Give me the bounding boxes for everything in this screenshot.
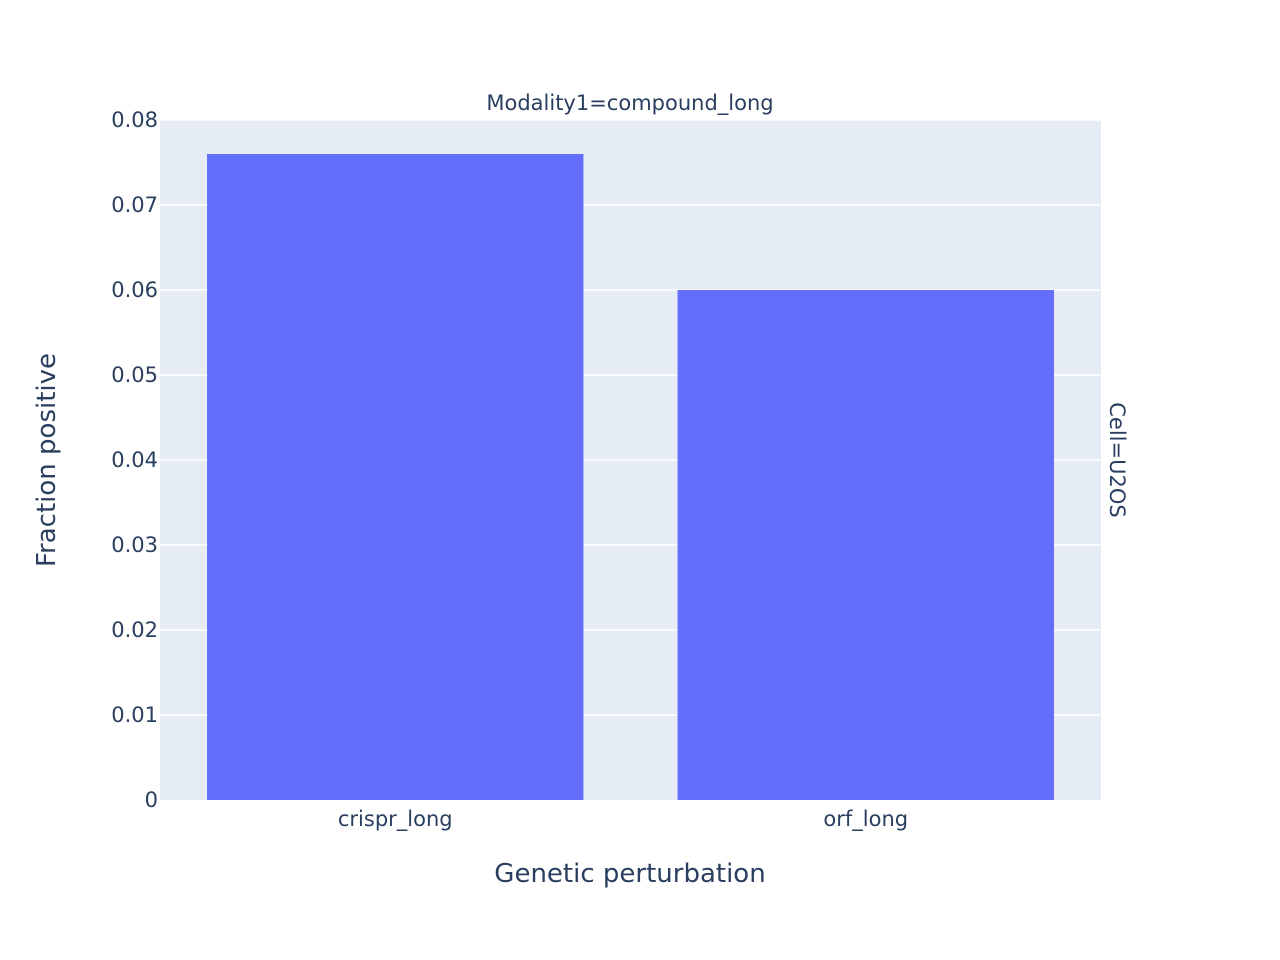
x-axis-title: Genetic perturbation (494, 859, 765, 889)
facet-row-label: Cell=U2OS (1105, 402, 1129, 517)
y-tick-label: 0.07 (111, 193, 158, 217)
y-tick-label: 0.06 (111, 278, 158, 302)
x-tick-label: orf_long (823, 807, 908, 832)
y-axis-ticks: 0 0.01 0.02 0.03 0.04 0.05 0.06 0.07 0.08 (111, 108, 158, 812)
bars (207, 154, 1054, 800)
y-axis-title: Fraction positive (32, 353, 62, 567)
bar-orf-long[interactable] (677, 290, 1054, 800)
y-tick-label: 0.05 (111, 363, 158, 387)
y-tick-label: 0.04 (111, 448, 158, 472)
y-tick-label: 0.03 (111, 533, 158, 557)
y-tick-label: 0.02 (111, 618, 158, 642)
y-tick-label: 0.08 (111, 108, 158, 132)
y-tick-label: 0.01 (111, 703, 158, 727)
x-tick-label: crispr_long (338, 807, 453, 832)
bar-crispr-long[interactable] (207, 154, 584, 800)
y-tick-label: 0 (145, 788, 158, 812)
facet-column-label: Modality1=compound_long (486, 91, 773, 116)
x-axis-ticks: crispr_long orf_long (338, 807, 908, 832)
